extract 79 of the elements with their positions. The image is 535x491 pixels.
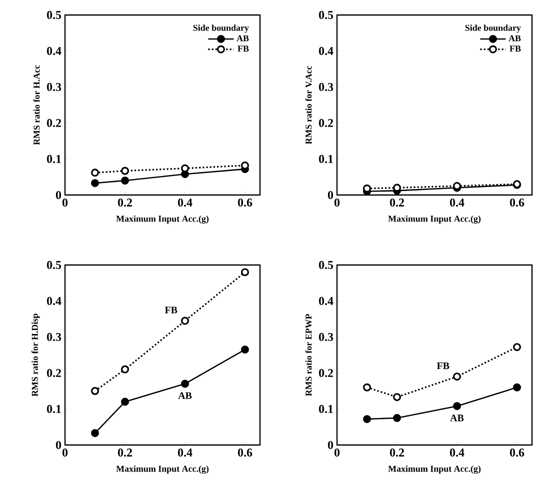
point [91,429,100,438]
y-tick-label: 0.3 [318,332,334,342]
legend-label: FB [238,46,249,52]
y-tick-label: 0.3 [318,82,334,92]
point [453,402,462,410]
y-tick-label: 0.5 [47,10,62,20]
series-label: FB [164,306,178,314]
point [241,268,250,276]
x-tick-label: 0.6 [238,198,252,207]
legend-title: Side boundary [193,24,249,33]
y-tick-label: 0.3 [47,82,62,92]
point [453,372,462,381]
point [513,383,521,392]
legend-title: Side boundary [465,24,521,33]
y-axis-title: RMS ratio for H.Acc [33,65,40,145]
x-tick-label: 0.4 [450,198,464,207]
y-tick-label: 0.1 [47,154,61,164]
series-label: AB [450,414,464,422]
y-tick-label: 0.4 [47,296,62,306]
point [91,386,100,395]
y-axis-title: RMS ratio for EPWP [305,314,312,396]
legend-label: FB [510,46,521,52]
y-tick-label: 0.5 [47,260,62,270]
x-tick-label: 0 [334,198,340,207]
point [181,316,190,325]
y-tick-label: 0 [56,190,62,200]
x-tick-label: 0.4 [178,198,192,207]
y-tick-label: 0.2 [47,368,61,378]
y-tick-label: 0 [56,440,62,450]
legend-label: AB [508,35,521,42]
point [121,166,130,175]
y-tick-label: 0.2 [47,118,61,128]
point [121,176,130,185]
series-label: FB [436,362,450,370]
y-tick-label: 0.1 [47,404,61,414]
x-tick-label: 0.2 [118,198,132,207]
y-tick-label: 0.4 [318,46,334,56]
x-tick-label: 0 [334,448,340,457]
point [363,383,372,392]
y-tick-label: 0.4 [318,296,334,306]
y-tick-label: 0 [328,190,334,200]
point [121,398,130,406]
point [393,414,402,422]
point [181,380,190,388]
point [91,168,100,177]
x-tick-label: 0 [62,198,68,207]
point [241,346,250,354]
x-tick-label: 0.2 [390,198,404,207]
x-axis-title: Maximum Input Acc.(g) [116,215,209,224]
x-axis-title: Maximum Input Acc.(g) [388,465,481,474]
point [181,164,190,172]
x-axis-title: Maximum Input Acc.(g) [388,215,481,224]
y-tick-label: 0.2 [318,118,333,128]
series-label: AB [178,392,192,399]
x-tick-label: 0.2 [390,448,404,457]
point [121,365,130,374]
y-tick-label: 0.1 [318,404,333,414]
y-axis-title: RMS ratio for V.Acc [305,66,312,144]
point [393,393,402,402]
x-tick-label: 0.4 [450,448,464,457]
y-tick-label: 0.4 [47,46,62,56]
y-tick-label: 0.1 [318,154,333,164]
y-tick-label: 0 [328,440,334,450]
x-tick-label: 0.2 [118,448,132,457]
x-tick-label: 0.6 [510,198,524,207]
x-tick-label: 0.4 [178,448,192,457]
y-tick-label: 0.5 [318,260,334,270]
y-tick-label: 0.3 [47,332,62,342]
y-tick-label: 0.2 [318,368,333,378]
legend-label: AB [236,35,249,42]
point [513,343,521,352]
x-tick-label: 0.6 [238,448,252,457]
y-tick-label: 0.5 [318,10,334,20]
y-axis-title: RMS ratio for H.Disp [31,314,40,396]
x-tick-label: 0.6 [510,448,524,457]
point [363,415,372,424]
x-axis-title: Maximum Input Acc.(g) [116,465,209,474]
x-tick-label: 0 [62,448,68,457]
point [91,179,100,188]
